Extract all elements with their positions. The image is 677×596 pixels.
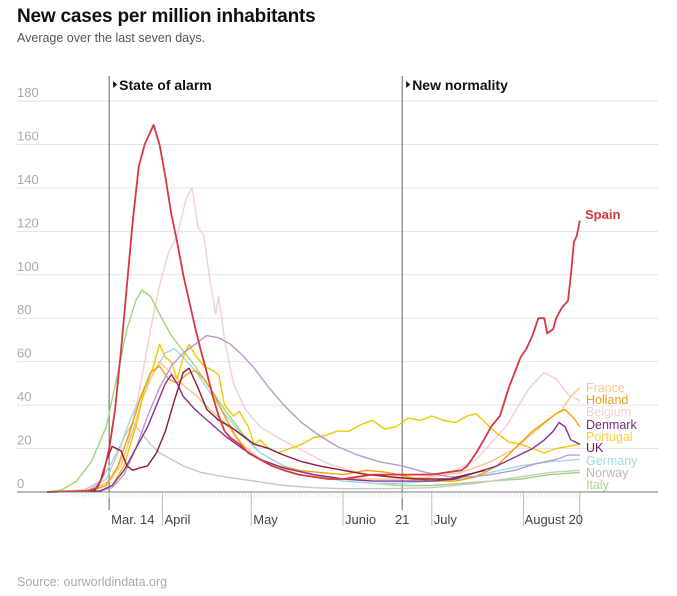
x-tick-label: 21 xyxy=(395,512,409,527)
gridlines xyxy=(17,100,658,450)
y-tick-label: 180 xyxy=(17,85,39,100)
x-tick-label: August xyxy=(525,512,566,527)
y-tick-label: 160 xyxy=(17,128,39,143)
source-note: Source: ourworldindata.org xyxy=(17,575,168,589)
x-tick-label: July xyxy=(434,512,458,527)
y-tick-label: 60 xyxy=(17,346,31,361)
series-label-denmark: Denmark xyxy=(586,418,637,432)
series-line-belgium xyxy=(46,187,581,493)
y-tick-label: 140 xyxy=(17,172,39,187)
y-tick-label: 0 xyxy=(17,476,24,491)
series-lines xyxy=(46,124,581,493)
series-label-spain: Spain xyxy=(585,207,620,222)
series-label-uk: UK xyxy=(586,441,604,455)
series-label-portugal: Portugal xyxy=(586,430,633,444)
series-label-holland: Holland xyxy=(586,393,628,407)
x-tick-label: May xyxy=(253,512,278,527)
series-line-germany xyxy=(46,347,580,493)
triangle-icon xyxy=(113,81,118,88)
chart-subtitle: Average over the last seven days. xyxy=(17,31,206,45)
series-line-italy xyxy=(46,289,580,493)
triangle-icon xyxy=(406,81,411,88)
series-line-uk xyxy=(46,334,580,493)
event-annotation: State of alarm xyxy=(119,77,212,93)
series-label-france: France xyxy=(586,381,625,395)
y-tick-label: 120 xyxy=(17,215,39,230)
series-labels: Spain FranceHollandBelgiumDenmarkPortugal… xyxy=(585,207,638,492)
x-tick-label: 20 xyxy=(569,512,583,527)
series-label-italy: Italy xyxy=(586,478,610,492)
x-tick-label: Mar. 14 xyxy=(111,512,154,527)
series-line-portugal xyxy=(46,343,580,493)
event-lines: State of alarm New normality xyxy=(108,76,508,510)
y-tick-label: 20 xyxy=(17,433,31,448)
x-tick-label: April xyxy=(164,512,190,527)
y-axis-ticks: 0 20 40 60 80 100 120 140 160 180 xyxy=(17,85,39,491)
y-tick-label: 100 xyxy=(17,259,39,274)
y-tick-label: 40 xyxy=(17,389,31,404)
series-label-norway: Norway xyxy=(586,466,629,480)
series-line-denmark-early xyxy=(46,367,486,493)
x-axis: Mar. 14 April May Junio 21 July August 20 xyxy=(17,491,658,527)
event-annotation: New normality xyxy=(412,77,508,93)
series-line-denmark xyxy=(46,374,581,493)
chart-title: New cases per million inhabitants xyxy=(17,6,316,27)
series-label-belgium: Belgium xyxy=(586,405,631,419)
y-tick-label: 80 xyxy=(17,302,31,317)
series-label-germany: Germany xyxy=(586,454,638,468)
x-tick-label: Junio xyxy=(345,512,376,527)
series-line-spain xyxy=(46,124,581,493)
